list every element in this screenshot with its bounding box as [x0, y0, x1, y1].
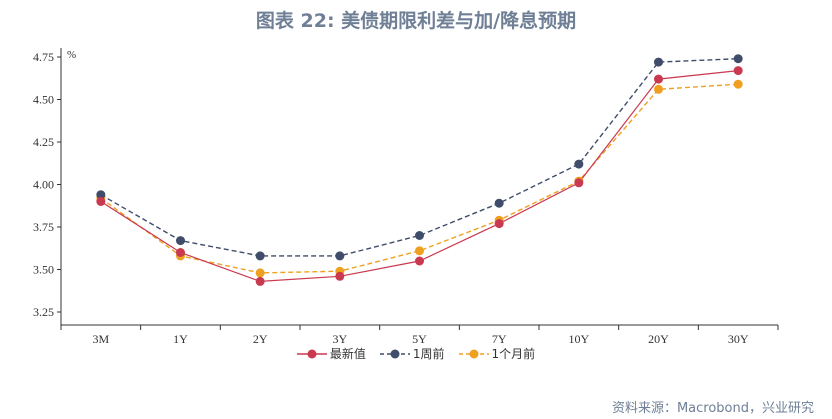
y-tick-label: 3.75: [33, 220, 54, 234]
chart-title: 图表 22: 美债期限利差与加/降息预期: [255, 10, 577, 32]
x-tick-label: 2Y: [253, 332, 268, 346]
data-point-latest: [574, 178, 584, 188]
data-point-week_ago: [176, 236, 185, 246]
data-point-latest: [335, 271, 345, 281]
data-point-latest: [255, 276, 265, 286]
legend-swatch-dot: [469, 349, 478, 358]
x-tick-label: 5Y: [412, 332, 427, 346]
y-tick-label: 3.25: [33, 305, 54, 319]
data-point-week_ago: [574, 159, 584, 169]
series-line-week_ago: [100, 58, 739, 257]
x-tick-label: 1Y: [173, 332, 188, 346]
legend-swatch-latest: [296, 349, 327, 358]
data-point-week_ago: [335, 251, 345, 261]
source-note: 资料来源：Macrobond，兴业研究: [611, 401, 814, 416]
x-tick-label: 10Y: [568, 332, 589, 346]
data-point-month_ago: [415, 246, 424, 256]
legend-item-latest[interactable]: 最新值: [296, 345, 366, 362]
data-point-month_ago: [733, 79, 743, 89]
legend-swatch-month-ago: [458, 349, 489, 358]
legend-label-latest: 最新值: [329, 347, 366, 361]
series-line-month_ago: [100, 83, 739, 274]
data-point-week_ago: [494, 198, 504, 208]
legend-label-month-ago: 1个月前: [491, 347, 536, 361]
data-point-latest: [494, 219, 504, 229]
data-point-latest: [176, 248, 185, 257]
y-axis-unit: %: [67, 49, 76, 61]
data-point-week_ago: [255, 251, 265, 261]
y-tick-label: 3.50: [33, 263, 54, 277]
data-point-week_ago: [96, 190, 106, 200]
data-point-latest: [415, 256, 424, 266]
data-point-latest: [733, 66, 743, 76]
x-tick-label: 7Y: [492, 332, 507, 346]
legend-swatch-week-ago: [379, 349, 410, 358]
data-point-latest: [654, 74, 663, 84]
legend-label-week-ago: 1周前: [412, 347, 445, 361]
y-tick-label: 4.75: [33, 50, 54, 64]
data-point-week_ago: [733, 54, 743, 64]
legend-item-month-ago[interactable]: 1个月前: [458, 345, 536, 362]
y-tick-label: 4.50: [33, 93, 54, 107]
x-tick-label: 20Y: [648, 332, 669, 346]
legend-swatch-dot: [390, 349, 400, 358]
data-point-week_ago: [415, 231, 424, 240]
legend-item-week-ago[interactable]: 1周前: [379, 345, 445, 362]
y-tick-label: 4.00: [33, 178, 54, 192]
data-point-latest: [96, 197, 106, 206]
data-point-month_ago: [255, 268, 265, 278]
legend-swatch-dot: [307, 349, 317, 358]
x-tick-label: 30Y: [728, 332, 749, 346]
data-point-month_ago: [654, 84, 663, 94]
y-tick-label: 4.25: [33, 135, 54, 149]
legend: 最新值 1周前 1个月前: [0, 345, 832, 362]
x-tick-label: 3Y: [332, 332, 347, 346]
x-tick-label: 3M: [92, 332, 109, 346]
data-point-week_ago: [654, 57, 663, 67]
